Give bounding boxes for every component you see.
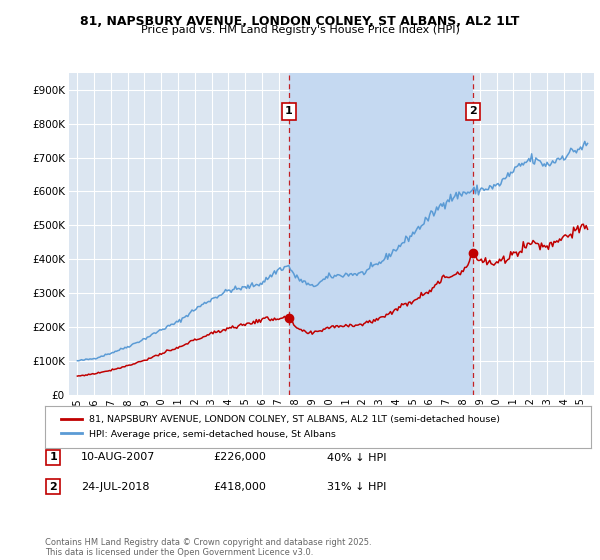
Text: 2: 2 xyxy=(469,106,476,116)
Text: 1: 1 xyxy=(49,452,57,463)
Text: 2: 2 xyxy=(49,482,57,492)
Text: 10-AUG-2007: 10-AUG-2007 xyxy=(81,452,155,463)
Text: Contains HM Land Registry data © Crown copyright and database right 2025.
This d: Contains HM Land Registry data © Crown c… xyxy=(45,538,371,557)
Text: £226,000: £226,000 xyxy=(213,452,266,463)
Text: 24-JUL-2018: 24-JUL-2018 xyxy=(81,482,149,492)
Text: 81, NAPSBURY AVENUE, LONDON COLNEY, ST ALBANS, AL2 1LT: 81, NAPSBURY AVENUE, LONDON COLNEY, ST A… xyxy=(80,15,520,28)
Bar xyxy=(289,73,473,395)
Legend: 81, NAPSBURY AVENUE, LONDON COLNEY, ST ALBANS, AL2 1LT (semi-detached house), HP: 81, NAPSBURY AVENUE, LONDON COLNEY, ST A… xyxy=(55,410,506,444)
Text: 31% ↓ HPI: 31% ↓ HPI xyxy=(327,482,386,492)
Text: 1: 1 xyxy=(285,106,293,116)
Text: Price paid vs. HM Land Registry's House Price Index (HPI): Price paid vs. HM Land Registry's House … xyxy=(140,25,460,35)
Text: £418,000: £418,000 xyxy=(213,482,266,492)
Text: 40% ↓ HPI: 40% ↓ HPI xyxy=(327,452,386,463)
